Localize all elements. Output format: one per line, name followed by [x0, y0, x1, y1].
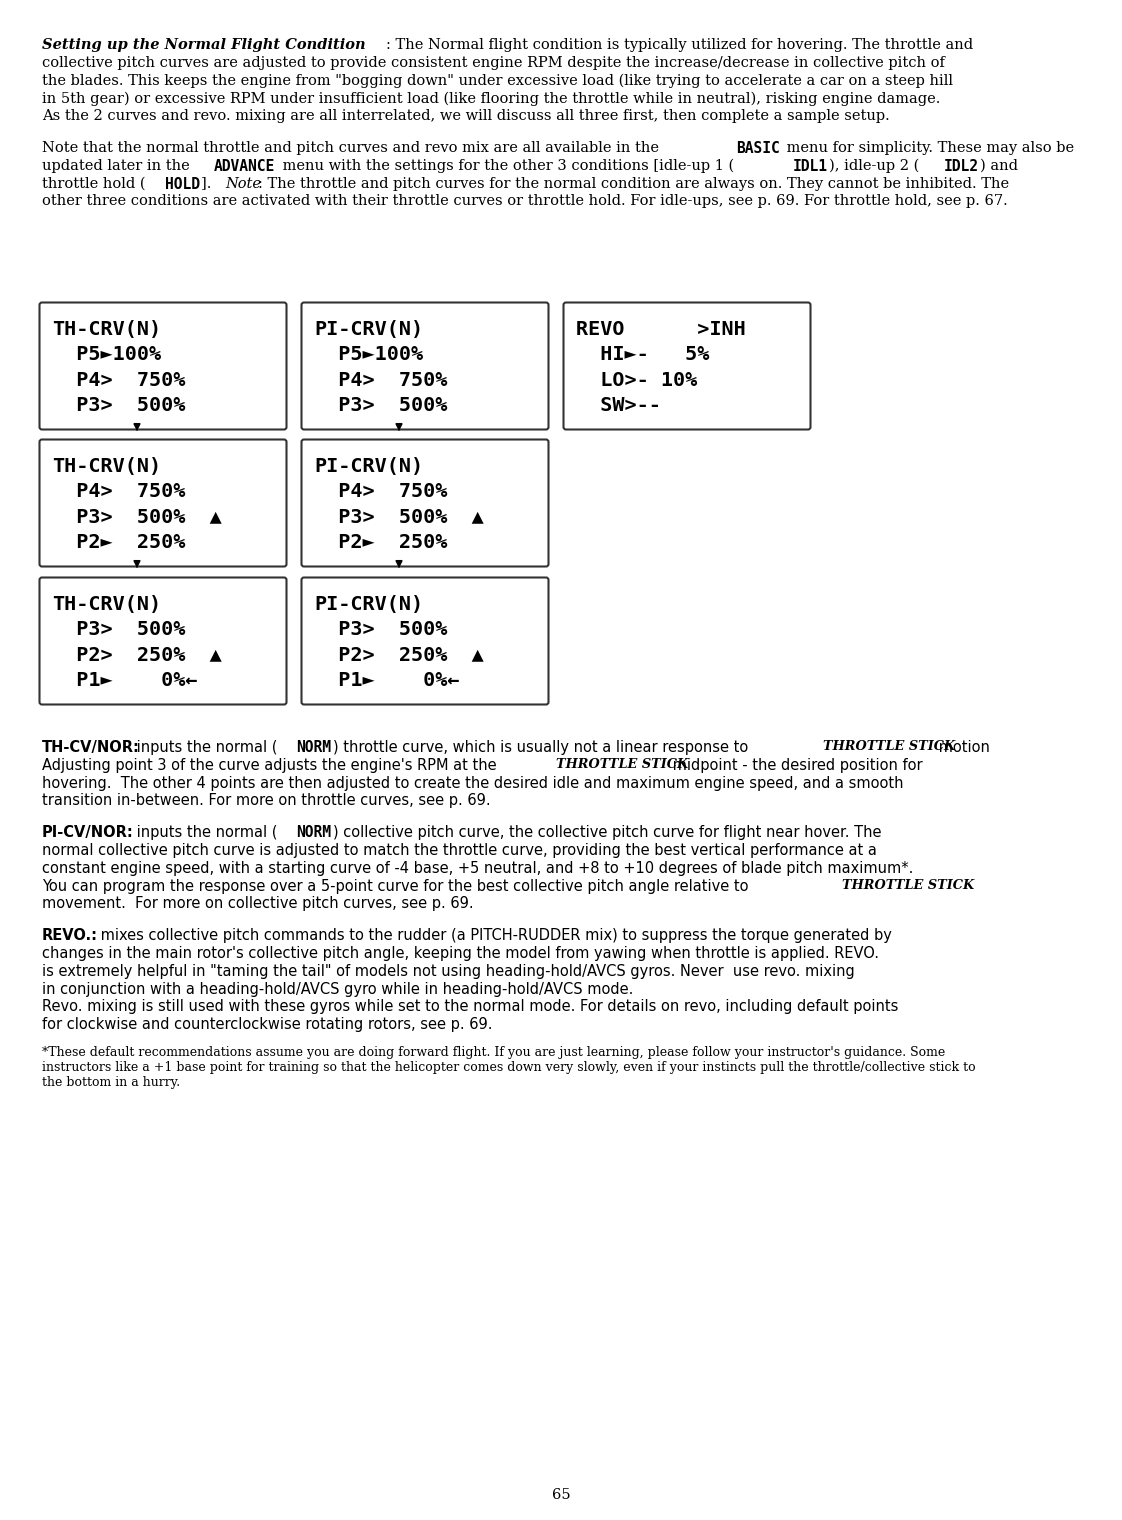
Text: IDL1: IDL1 — [792, 158, 827, 173]
Text: Setting up the Normal Flight Condition: Setting up the Normal Flight Condition — [42, 38, 366, 52]
FancyBboxPatch shape — [39, 578, 286, 704]
Text: PI-CV/NOR:: PI-CV/NOR: — [42, 825, 134, 841]
Text: menu for simplicity. These may also be: menu for simplicity. These may also be — [782, 141, 1074, 155]
Text: ), idle-up 2 (: ), idle-up 2 ( — [829, 158, 919, 173]
Text: 65: 65 — [552, 1488, 570, 1502]
Text: in 5th gear) or excessive RPM under insufficient load (like flooring the throttl: in 5th gear) or excessive RPM under insu… — [42, 91, 940, 106]
Text: ) collective pitch curve, the collective pitch curve for flight near hover. The: ) collective pitch curve, the collective… — [332, 825, 881, 841]
Text: midpoint - the desired position for: midpoint - the desired position for — [668, 758, 922, 772]
Text: THROTTLE STICK: THROTTLE STICK — [557, 758, 689, 771]
Text: LO>- 10%: LO>- 10% — [576, 371, 697, 389]
FancyBboxPatch shape — [302, 578, 549, 704]
Text: P3>  500%: P3> 500% — [314, 397, 448, 415]
Text: normal collective pitch curve is adjusted to match the throttle curve, providing: normal collective pitch curve is adjuste… — [42, 844, 877, 857]
Text: REVO.:: REVO.: — [42, 929, 98, 944]
Text: : The Normal flight condition is typically utilized for hovering. The throttle a: : The Normal flight condition is typical… — [386, 38, 973, 52]
Text: constant engine speed, with a starting curve of -4 base, +5 neutral, and +8 to +: constant engine speed, with a starting c… — [42, 860, 913, 876]
Text: Adjusting point 3 of the curve adjusts the engine's RPM at the: Adjusting point 3 of the curve adjusts t… — [42, 758, 502, 772]
Text: You can program the response over a 5-point curve for the best collective pitch : You can program the response over a 5-po… — [42, 879, 753, 894]
FancyBboxPatch shape — [302, 302, 549, 430]
Text: ) and: ) and — [981, 158, 1018, 173]
Text: THROTTLE STICK: THROTTLE STICK — [843, 879, 975, 892]
Text: TH-CV/NOR:: TH-CV/NOR: — [42, 740, 140, 755]
Text: inputs the normal (: inputs the normal ( — [132, 825, 278, 841]
Text: P2►  250%: P2► 250% — [52, 534, 185, 552]
Text: the bottom in a hurry.: the bottom in a hurry. — [42, 1076, 181, 1088]
Text: As the 2 curves and revo. mixing are all interrelated, we will discuss all three: As the 2 curves and revo. mixing are all… — [42, 109, 890, 123]
Text: P1►    0%←: P1► 0%← — [52, 670, 197, 690]
Text: in conjunction with a heading-hold/AVCS gyro while in heading-hold/AVCS mode.: in conjunction with a heading-hold/AVCS … — [42, 982, 634, 997]
Text: TH-CRV(N): TH-CRV(N) — [52, 456, 162, 476]
Text: P4>  750%: P4> 750% — [314, 371, 448, 389]
Text: HI►-   5%: HI►- 5% — [576, 345, 709, 363]
Text: instructors like a +1 base point for training so that the helicopter comes down : instructors like a +1 base point for tra… — [42, 1061, 976, 1075]
Text: the blades. This keeps the engine from "bogging down" under excessive load (like: the blades. This keeps the engine from "… — [42, 73, 953, 88]
Text: TH-CRV(N): TH-CRV(N) — [52, 594, 162, 614]
Text: P3>  500%  ▲: P3> 500% ▲ — [314, 508, 484, 526]
Text: P4>  750%: P4> 750% — [314, 482, 448, 502]
Text: ADVANCE: ADVANCE — [213, 158, 275, 173]
Text: changes in the main rotor's collective pitch angle, keeping the model from yawin: changes in the main rotor's collective p… — [42, 945, 879, 961]
Text: P2>  250%  ▲: P2> 250% ▲ — [52, 646, 222, 664]
Text: SW>--: SW>-- — [576, 397, 661, 415]
Text: P2►  250%: P2► 250% — [314, 534, 448, 552]
Text: IDL2: IDL2 — [944, 158, 978, 173]
Text: P3>  500%: P3> 500% — [52, 620, 185, 638]
Text: is extremely helpful in "taming the tail" of models not using heading-hold/AVCS : is extremely helpful in "taming the tail… — [42, 964, 855, 979]
Text: ].: ]. — [201, 176, 217, 190]
Text: THROTTLE STICK: THROTTLE STICK — [822, 740, 955, 752]
Text: movement.  For more on collective pitch curves, see p. 69.: movement. For more on collective pitch c… — [42, 897, 473, 912]
FancyBboxPatch shape — [302, 439, 549, 567]
Text: P4>  750%: P4> 750% — [52, 482, 185, 502]
Text: menu with the settings for the other 3 conditions [idle-up 1 (: menu with the settings for the other 3 c… — [278, 158, 734, 173]
Text: P4>  750%: P4> 750% — [52, 371, 185, 389]
Text: HOLD: HOLD — [165, 176, 200, 192]
Text: P2>  250%  ▲: P2> 250% ▲ — [314, 646, 484, 664]
Text: TH-CRV(N): TH-CRV(N) — [52, 319, 162, 339]
Text: *These default recommendations assume you are doing forward flight. If you are j: *These default recommendations assume yo… — [42, 1046, 945, 1059]
Text: updated later in the: updated later in the — [42, 158, 194, 173]
FancyBboxPatch shape — [563, 302, 810, 430]
Text: Note that the normal throttle and pitch curves and revo mix are all available in: Note that the normal throttle and pitch … — [42, 141, 663, 155]
Text: P3>  500%  ▲: P3> 500% ▲ — [52, 508, 222, 526]
Text: throttle hold (: throttle hold ( — [42, 176, 146, 190]
Text: Revo. mixing is still used with these gyros while set to the normal mode. For de: Revo. mixing is still used with these gy… — [42, 1000, 899, 1014]
Text: PI-CRV(N): PI-CRV(N) — [314, 456, 423, 476]
Text: motion: motion — [934, 740, 990, 755]
Text: REVO      >INH: REVO >INH — [576, 319, 746, 339]
Text: P5►100%: P5►100% — [314, 345, 423, 363]
Text: PI-CRV(N): PI-CRV(N) — [314, 594, 423, 614]
Text: P5►100%: P5►100% — [52, 345, 162, 363]
Text: inputs the normal (: inputs the normal ( — [132, 740, 278, 755]
Text: NORM: NORM — [296, 740, 331, 755]
Text: collective pitch curves are adjusted to provide consistent engine RPM despite th: collective pitch curves are adjusted to … — [42, 56, 945, 70]
FancyBboxPatch shape — [39, 439, 286, 567]
Text: transition in-between. For more on throttle curves, see p. 69.: transition in-between. For more on throt… — [42, 793, 490, 809]
Text: other three conditions are activated with their throttle curves or throttle hold: other three conditions are activated wit… — [42, 195, 1008, 208]
Text: PI-CRV(N): PI-CRV(N) — [314, 319, 423, 339]
Text: : The throttle and pitch curves for the normal condition are always on. They can: : The throttle and pitch curves for the … — [258, 176, 1010, 190]
Text: BASIC: BASIC — [736, 141, 780, 157]
FancyBboxPatch shape — [39, 302, 286, 430]
Text: P3>  500%: P3> 500% — [314, 620, 448, 638]
Text: NORM: NORM — [296, 825, 331, 841]
Text: mixes collective pitch commands to the rudder (a PITCH-RUDDER mix) to suppress t: mixes collective pitch commands to the r… — [96, 929, 892, 944]
Text: hovering.  The other 4 points are then adjusted to create the desired idle and m: hovering. The other 4 points are then ad… — [42, 775, 903, 790]
Text: for clockwise and counterclockwise rotating rotors, see p. 69.: for clockwise and counterclockwise rotat… — [42, 1017, 493, 1032]
Text: ) throttle curve, which is usually not a linear response to: ) throttle curve, which is usually not a… — [332, 740, 753, 755]
Text: P1►    0%←: P1► 0%← — [314, 670, 460, 690]
Text: P3>  500%: P3> 500% — [52, 397, 185, 415]
Text: Note: Note — [226, 176, 261, 190]
